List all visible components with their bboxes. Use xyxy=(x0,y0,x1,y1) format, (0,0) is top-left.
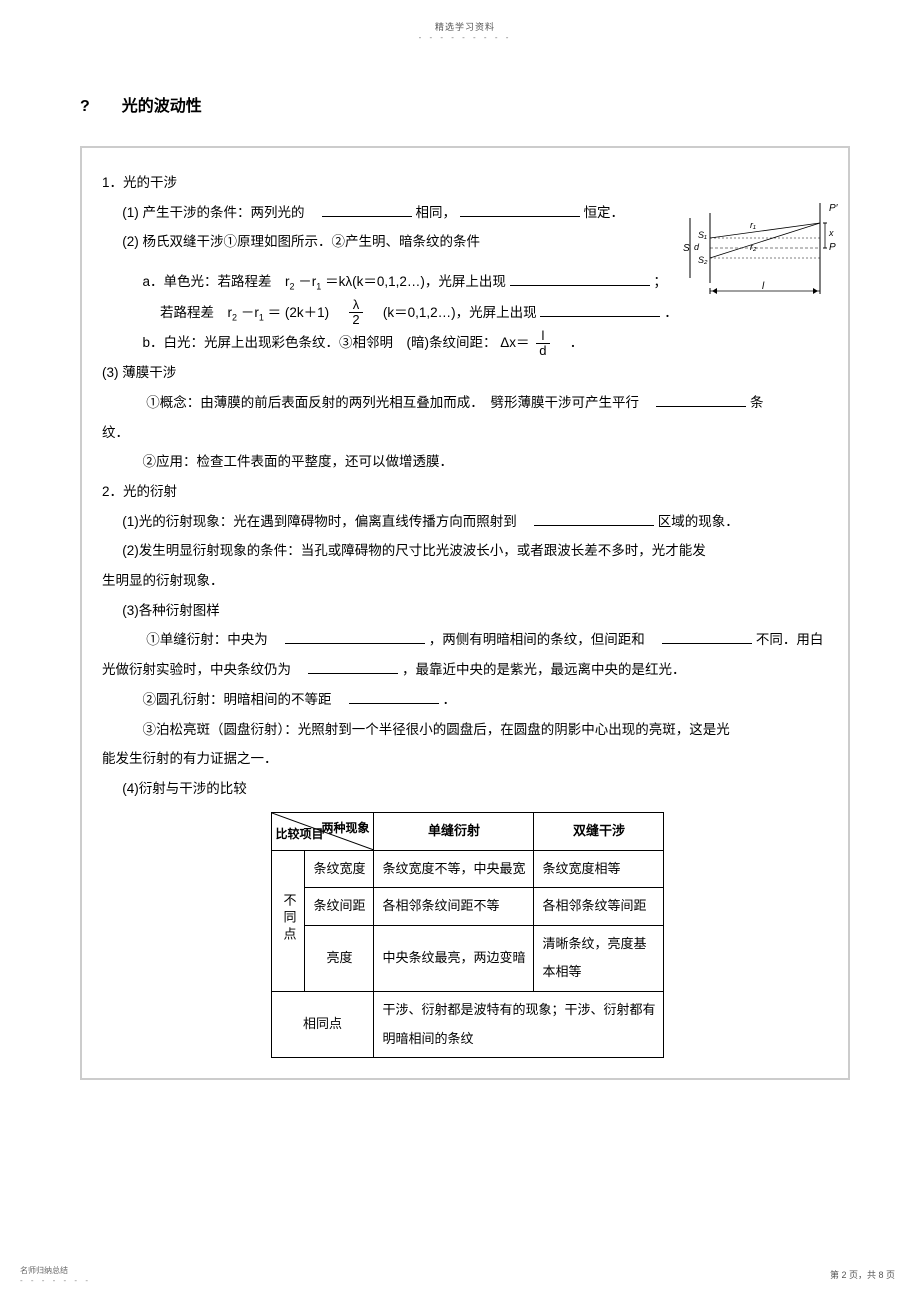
s2-p1: (1)光的衍射现象：光在遇到障碍物时，偏离直线传播方向而照射到 区域的现象． xyxy=(102,507,833,537)
text: ＝kλ(k＝0,1,2…)，光屏上出现 xyxy=(325,274,506,289)
text: (1)光的衍射现象：光在遇到障碍物时，偏离直线传播方向而照射到 xyxy=(122,514,517,529)
blank xyxy=(285,632,425,644)
blank xyxy=(308,662,398,674)
r2-a: 各相邻条纹间距不等 xyxy=(374,888,534,926)
text: ． xyxy=(664,305,678,320)
s1-heading: 1．光的干涉 xyxy=(102,168,833,198)
r3-a: 中央条纹最亮，两边变暗 xyxy=(374,925,534,991)
col-double: 双缝干涉 xyxy=(534,812,664,850)
text: 相同， xyxy=(416,205,457,220)
s2-p4d: 光做衍射实验时，中央条纹仍为 ，最靠近中央的是紫光，最远离中央的是红光． xyxy=(102,655,833,685)
text: 条 xyxy=(750,395,764,410)
s2-p7: (4)衍射与干涉的比较 xyxy=(102,774,833,804)
footer-left: 名师归纳总结 - - - - - - - xyxy=(20,1265,91,1285)
text: ①单缝衍射：中央为 xyxy=(146,632,268,647)
row-group-diff: 不同点 xyxy=(271,850,305,991)
page-title: ? 光的波动性 xyxy=(80,92,850,116)
text: 名师归纳总结 xyxy=(20,1265,91,1276)
text: ，最靠近中央的是紫光，最远离中央的是红光． xyxy=(402,662,686,677)
text: (k＝0,1,2…)，光屏上出现 xyxy=(369,305,536,320)
text: 两种现象 xyxy=(321,815,369,841)
s2-p6: ③泊松亮斑（圆盘衍射）：光照射到一个半径很小的圆盘后，在圆盘的阴影中心出现的亮斑… xyxy=(102,715,833,745)
s2-p2b: 生明显的衍射现象． xyxy=(102,566,833,596)
s1-p2: (2) 杨氏双缝干涉①原理如图所示．②产生明、暗条纹的条件 xyxy=(102,227,663,257)
s2-p6b: 能发生衍射的有力证据之一． xyxy=(102,744,833,774)
r1-a: 条纹宽度不等，中央最宽 xyxy=(374,850,534,888)
svg-text:r₂: r₂ xyxy=(750,242,757,252)
text: 不同点 xyxy=(280,893,297,944)
s2-p4: ①单缝衍射：中央为 ，两侧有明暗相间的条纹，但间距和 不同．用白 xyxy=(102,625,833,655)
svg-text:P: P xyxy=(829,242,836,253)
text: ． xyxy=(556,335,583,350)
s2-p3: (3)各种衍射图样 xyxy=(102,596,833,626)
blank xyxy=(540,304,660,316)
blank xyxy=(534,514,654,526)
svg-text:S₁: S₁ xyxy=(698,230,707,240)
blank xyxy=(662,632,752,644)
header-dots: - - - - - - - - - xyxy=(80,33,850,42)
text: 比较项目 xyxy=(276,821,324,847)
denominator: d xyxy=(536,344,549,358)
fraction: l d xyxy=(536,329,549,359)
s1-p7c: 纹． xyxy=(102,418,833,448)
col-single: 单缝衍射 xyxy=(374,812,534,850)
s1-p8: ②应用：检查工件表面的平整度，还可以做增透膜． xyxy=(102,447,833,477)
svg-text:d: d xyxy=(694,242,700,252)
numerator: l xyxy=(536,329,549,344)
s1-p5: b．白光：光屏上出现彩色条纹．③相邻明 (暗)条纹间距： Δx＝ l d ． xyxy=(102,328,833,358)
text: 区域的现象． xyxy=(658,514,739,529)
text: ，两侧有明暗相间的条纹，但间距和 xyxy=(429,632,645,647)
blank xyxy=(349,692,439,704)
s1-p7: ①概念：由薄膜的前后表面反射的两列光相互叠加而成． 劈形薄膜干涉可产生平行 条 xyxy=(102,388,833,418)
blank xyxy=(510,274,650,286)
text: ①概念：由薄膜的前后表面反射的两列光相互叠加而成． 劈形薄膜干涉可产生平行 xyxy=(146,395,639,410)
svg-text:S₂: S₂ xyxy=(698,255,708,265)
text: ． xyxy=(443,692,457,707)
text: - - - - - - - xyxy=(20,1276,91,1285)
r3-b: 清晰条纹，亮度基本相等 xyxy=(534,925,664,991)
blank xyxy=(322,205,412,217)
svg-text:l: l xyxy=(762,281,765,292)
s1-p6: (3) 薄膜干涉 xyxy=(102,358,833,388)
header-note: 精选学习资料 xyxy=(80,20,850,33)
content-box: S S₁ S₂ d r₁ r₂ P′ P x l 1．光的干涉 (1) 产生干涉… xyxy=(80,146,850,1080)
text: －r xyxy=(298,274,316,289)
s1-p4: 若路程差 r2 －r1 ＝ (2k＋1) λ 2 (k＝0,1,2…)，光屏上出… xyxy=(102,298,833,328)
svg-text:P′: P′ xyxy=(829,203,839,214)
blank xyxy=(656,395,746,407)
text: ＝ (2k＋1) xyxy=(268,305,343,320)
fraction: λ 2 xyxy=(349,298,362,328)
r2-b: 各相邻条纹等间距 xyxy=(534,888,664,926)
r2-label: 条纹间距 xyxy=(305,888,374,926)
same-label: 相同点 xyxy=(271,991,374,1057)
numerator: λ xyxy=(349,298,362,313)
r1-label: 条纹宽度 xyxy=(305,850,374,888)
text: 若路程差 r xyxy=(160,305,232,320)
s2-heading: 2．光的衍射 xyxy=(102,477,833,507)
denominator: 2 xyxy=(349,313,362,327)
table-diag-header: 两种现象 比较项目 xyxy=(271,812,374,850)
text: (1) 产生干涉的条件：两列光的 xyxy=(122,205,318,220)
footer-right: 第 2 页，共 8 页 xyxy=(830,1268,895,1281)
text: －r xyxy=(241,305,259,320)
svg-text:x: x xyxy=(828,228,834,238)
s2-p2: (2)发生明显衍射现象的条件：当孔或障碍物的尺寸比光波波长小，或者跟波长差不多时… xyxy=(102,536,833,566)
double-slit-diagram: S S₁ S₂ d r₁ r₂ P′ P x l xyxy=(680,198,840,298)
text: ； xyxy=(653,274,667,289)
text: b．白光：光屏上出现彩色条纹．③相邻明 (暗)条纹间距： Δx＝ xyxy=(143,335,530,350)
svg-text:r₁: r₁ xyxy=(750,220,756,230)
text: 光做衍射实验时，中央条纹仍为 xyxy=(102,662,291,677)
s2-p5: ②圆孔衍射：明暗相间的不等距 ． xyxy=(102,685,833,715)
text: 不同．用白 xyxy=(756,632,824,647)
comparison-table: 两种现象 比较项目 单缝衍射 双缝干涉 不同点 条纹宽度 条纹宽度不等，中央最宽… xyxy=(271,812,665,1059)
r1-b: 条纹宽度相等 xyxy=(534,850,664,888)
text: a．单色光：若路程差 r xyxy=(143,274,290,289)
same-text: 干涉、衍射都是波特有的现象；干涉、衍射都有明暗相间的条纹 xyxy=(374,991,664,1057)
text: ②圆孔衍射：明暗相间的不等距 xyxy=(143,692,332,707)
svg-text:S: S xyxy=(683,243,690,254)
r3-label: 亮度 xyxy=(305,925,374,991)
text: 恒定． xyxy=(584,205,625,220)
blank xyxy=(460,205,580,217)
